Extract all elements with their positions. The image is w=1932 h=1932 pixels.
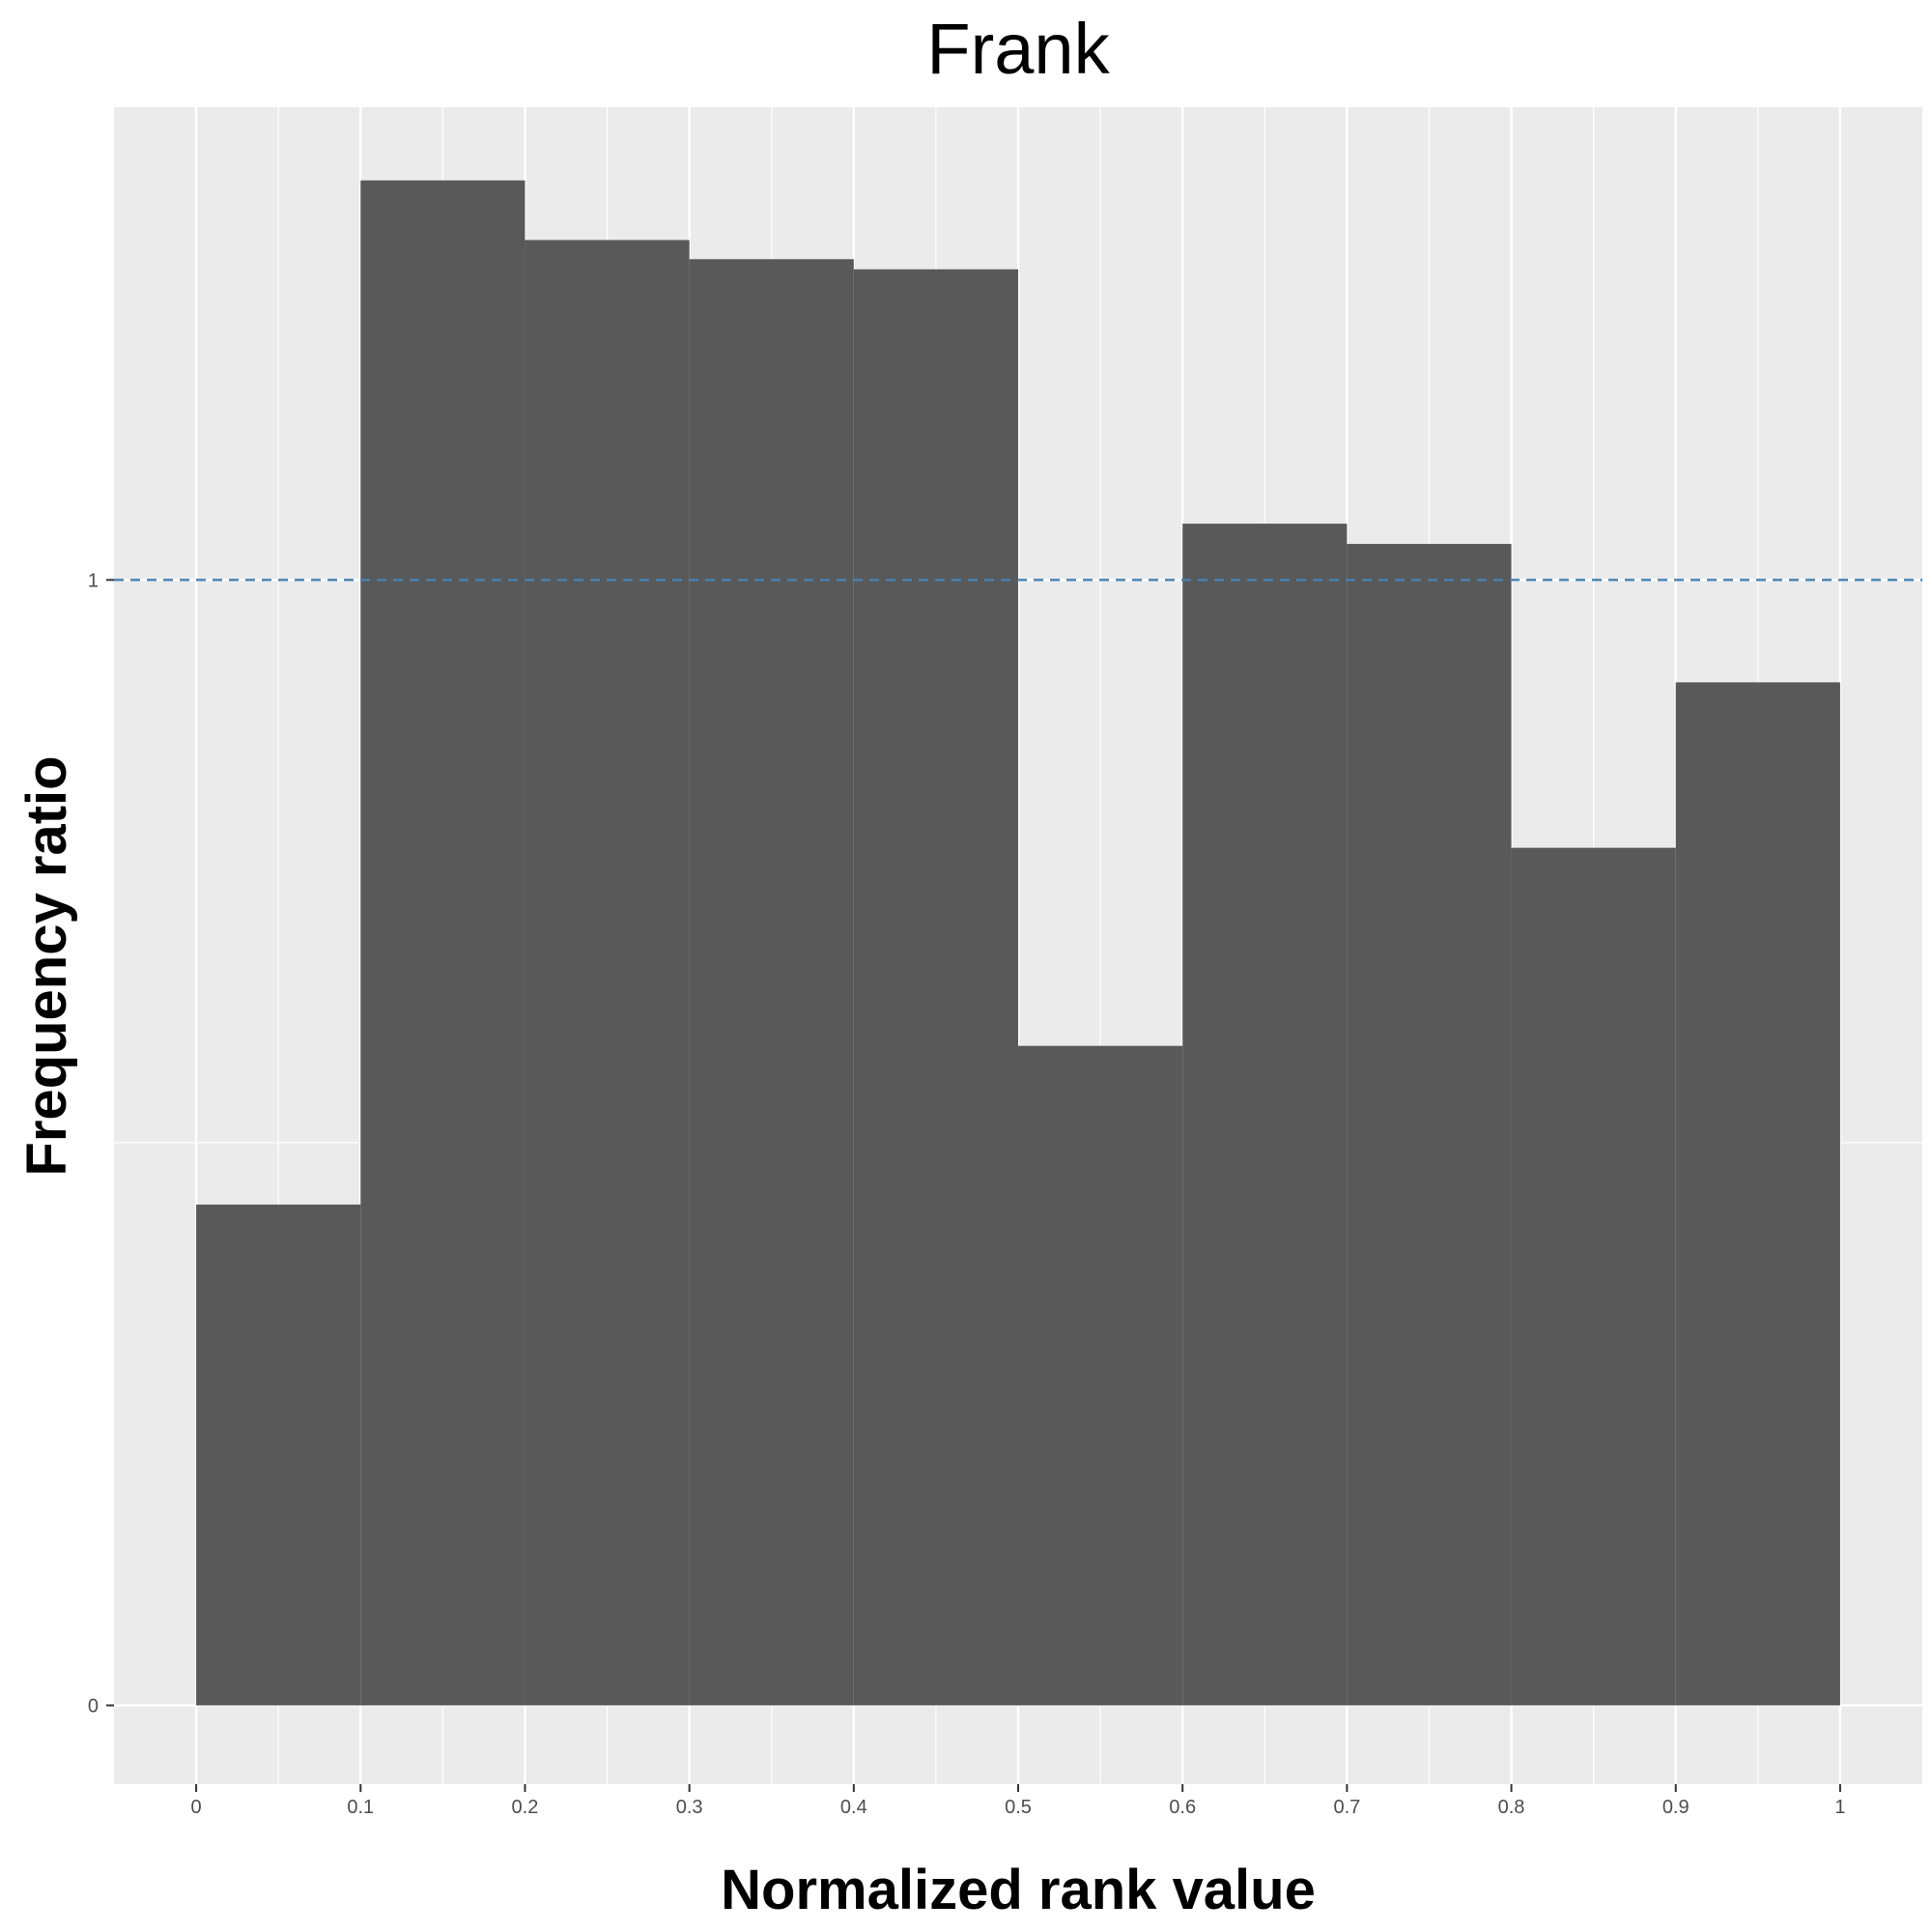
x-tick-label-6: 0.6 <box>1169 1797 1196 1818</box>
histogram-bar-5 <box>1018 1045 1183 1706</box>
x-tick-label-1: 0.1 <box>347 1797 374 1818</box>
x-tick-label-3: 0.3 <box>676 1797 703 1818</box>
axis-tick-labels: 0 0.1 0.2 0.3 0.4 0.5 0.6 0.7 0.8 0.9 1 0 1 <box>88 570 1846 1818</box>
x-tick-label-9: 0.9 <box>1662 1797 1690 1818</box>
x-tick-label-4: 0.4 <box>840 1797 867 1818</box>
histogram-bar-0 <box>196 1204 361 1706</box>
histogram-bar-1 <box>360 180 526 1706</box>
x-tick-label-7: 0.7 <box>1333 1797 1360 1818</box>
x-tick-label-10: 1 <box>1834 1797 1845 1818</box>
x-tick-label-2: 0.2 <box>512 1797 539 1818</box>
histogram-bar-2 <box>525 240 690 1706</box>
x-tick-label-0: 0 <box>191 1797 202 1818</box>
x-tick-label-8: 0.8 <box>1498 1797 1525 1818</box>
chart-title: Frank <box>926 9 1110 89</box>
histogram-bar-6 <box>1182 524 1348 1706</box>
y-tick-label-1: 1 <box>88 570 99 591</box>
x-axis-label: Normalized rank value <box>721 1859 1316 1921</box>
histogram-bar-7 <box>1347 544 1512 1706</box>
histogram-bar-4 <box>853 269 1018 1706</box>
axis-ticks <box>106 579 1841 1792</box>
y-axis-label: Frequency ratio <box>15 755 78 1176</box>
histogram-bar-8 <box>1511 847 1676 1706</box>
y-tick-label-0: 0 <box>88 1695 99 1717</box>
histogram-bar-9 <box>1675 682 1840 1706</box>
histogram-bars <box>196 180 1840 1706</box>
histogram-bar-3 <box>689 259 854 1706</box>
x-tick-label-5: 0.5 <box>1005 1797 1032 1818</box>
